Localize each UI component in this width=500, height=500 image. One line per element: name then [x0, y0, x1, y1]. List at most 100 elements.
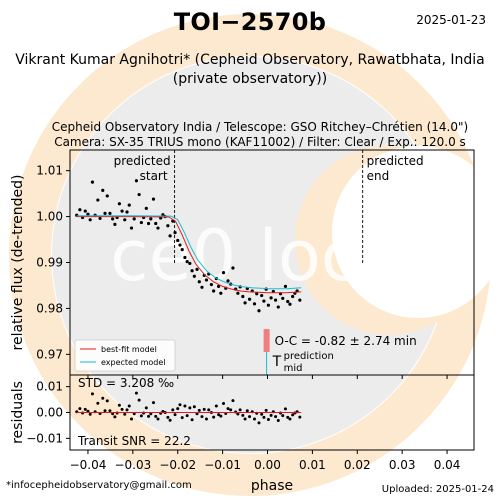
residual-point [176, 407, 180, 411]
residual-point [180, 416, 184, 420]
prediction-uncertainty-bar [263, 329, 270, 353]
snr-annotation: Transit SNR = 22.2 [77, 434, 191, 448]
data-point [129, 226, 134, 230]
residual-point [78, 407, 82, 411]
data-point [132, 217, 136, 221]
data-point [146, 221, 151, 226]
data-point [113, 222, 117, 226]
residual-point [200, 415, 204, 419]
data-point [298, 298, 302, 302]
data-point [286, 299, 290, 304]
residual-point [81, 411, 85, 415]
watermark-moon-cut [332, 146, 500, 318]
residual-point [190, 418, 194, 422]
residual-point [217, 413, 221, 417]
residual-point [123, 412, 127, 416]
residual-point [262, 415, 266, 419]
data-point [166, 224, 170, 228]
data-point [266, 303, 271, 307]
residual-point [183, 404, 187, 408]
residual-point [234, 410, 238, 414]
residual-point [231, 399, 235, 403]
data-point [262, 299, 266, 303]
y-tick-label: 1.00 [36, 210, 63, 224]
residual-point [185, 414, 189, 418]
residual-point [117, 403, 121, 407]
data-point [197, 280, 201, 284]
data-point [247, 297, 252, 301]
residual-point [101, 396, 105, 400]
contact-email: *infocepheidobservatory@gmail.com [6, 480, 192, 491]
residual-point [129, 417, 133, 421]
data-point [188, 261, 192, 266]
residual-point [243, 417, 247, 421]
data-point [125, 210, 129, 214]
residual-point [149, 412, 153, 416]
residual-point [166, 415, 170, 419]
data-point [88, 218, 92, 222]
x-tick-label: −0.01 [204, 458, 241, 472]
residual-point [219, 414, 223, 418]
legend-box [74, 339, 176, 372]
predicted-end-label: predicted [367, 154, 424, 168]
residual-point [195, 412, 199, 416]
x-tick-label: 0.03 [389, 458, 416, 472]
data-point [103, 211, 107, 215]
data-point [255, 292, 259, 296]
instrument-line-2: Camera: SX-35 TRIUS mono (KAF11002) / Fi… [54, 135, 466, 149]
data-point [288, 302, 292, 306]
residual-point [96, 401, 100, 405]
data-point [276, 305, 280, 309]
data-point [204, 278, 209, 282]
data-point [108, 211, 112, 215]
y-tick-label: 0.97 [36, 347, 63, 361]
data-point [200, 285, 204, 289]
data-point [283, 284, 288, 288]
data-point [226, 279, 230, 283]
instrument-line-1: Cepheid Observatory India / Telescope: G… [51, 120, 469, 134]
data-point [236, 291, 240, 295]
data-point [117, 202, 121, 206]
residual-point [279, 411, 283, 415]
x-tick-label: −0.02 [159, 458, 196, 472]
residual-point [132, 412, 136, 416]
residual-point [115, 411, 119, 415]
predicted-end-label: end [367, 169, 390, 183]
data-point [185, 259, 189, 264]
upload-date: Uploaded: 2025-01-24 [381, 484, 494, 495]
predicted-start-label: start [140, 169, 168, 183]
x-tick-label: −0.03 [114, 458, 151, 472]
res-y-axis-label: residuals [10, 381, 26, 444]
expected-model-line [76, 215, 302, 290]
data-point [98, 216, 102, 221]
predicted-start-label: predicted [114, 154, 171, 168]
data-point [269, 296, 273, 300]
residual-point [83, 407, 87, 411]
residual-point [274, 415, 278, 419]
t-mid-subscript: mid [284, 363, 303, 374]
data-point [120, 209, 124, 213]
x-tick-label: −0.04 [70, 458, 107, 472]
data-point [86, 212, 90, 216]
residual-point [111, 412, 115, 416]
residual-point [139, 414, 143, 418]
data-point [257, 309, 261, 313]
data-point [243, 301, 247, 305]
data-point [90, 180, 95, 184]
data-point [221, 271, 226, 275]
residual-point [105, 399, 109, 403]
data-point [144, 206, 148, 210]
data-point [173, 231, 177, 235]
page-title: TOI−2570b [173, 8, 327, 36]
data-point [281, 296, 285, 300]
data-point [154, 221, 158, 226]
residual-point [156, 417, 160, 421]
legend: best-fit model expected model [74, 339, 176, 372]
residual-point [241, 413, 245, 417]
residual-point [127, 404, 131, 408]
std-annotation: STD = 3.208 ‰ [78, 376, 174, 390]
residual-point [178, 403, 182, 407]
residual-point [291, 413, 295, 417]
data-point [231, 266, 235, 270]
